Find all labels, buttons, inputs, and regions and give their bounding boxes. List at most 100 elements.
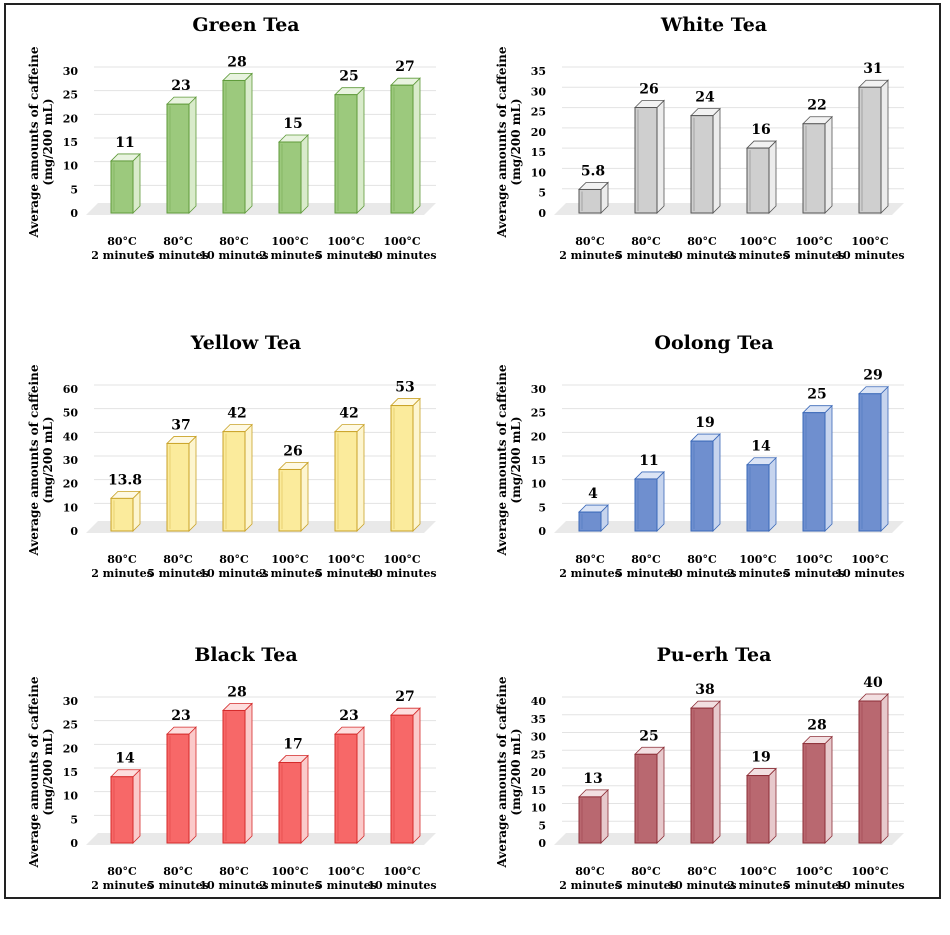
data-label: 31 (863, 61, 882, 77)
data-label: 26 (283, 443, 302, 459)
data-label: 24 (695, 90, 715, 106)
data-label: 29 (863, 368, 882, 384)
y-tick-label: 5 (538, 501, 546, 514)
panel-white-tea: White Tea Average amounts of caffeine(mg/… (474, 5, 939, 305)
x-tick-label-time: 10 minutes (835, 567, 904, 580)
bar-6 (390, 77, 421, 214)
chart-title: Oolong Tea (654, 332, 773, 354)
chart-title: Pu-erh Tea (657, 644, 772, 666)
bar-5 (334, 86, 365, 214)
y-tick-label: 5 (538, 819, 546, 832)
panel-green-tea: Green Tea Average amounts of caffeine(mg/… (6, 5, 471, 305)
bar-3 (690, 107, 721, 214)
x-tick-label-temperature: 80°C (631, 553, 661, 566)
figure-frame: Green Tea Average amounts of caffeine(mg/… (4, 3, 941, 899)
x-tick-label-temperature: 80°C (631, 865, 661, 878)
bar-1 (110, 490, 141, 532)
y-tick-label: 10 (531, 802, 547, 815)
x-tick-label-time: 2 minutes (559, 879, 621, 892)
x-tick-label-temperature: 80°C (687, 553, 717, 566)
x-tick-label-time: 5 minutes (147, 567, 209, 580)
bar-2 (166, 96, 197, 214)
chart-svg-yellow-tea: Yellow Tea Average amounts of caffeine(mg… (27, 332, 437, 580)
data-label: 28 (227, 54, 246, 70)
data-label: 14 (751, 439, 771, 455)
y-tick-label: 0 (538, 207, 546, 220)
x-tick-label-temperature: 80°C (219, 553, 249, 566)
y-tick-label: 20 (63, 112, 79, 125)
x-tick-label-time: 5 minutes (147, 879, 209, 892)
data-label: 19 (751, 750, 770, 766)
y-tick-label: 25 (531, 748, 546, 761)
y-tick-label: 20 (63, 742, 79, 755)
x-tick-label-temperature: 100°C (739, 235, 776, 248)
y-tick-label: 30 (531, 85, 547, 98)
y-tick-label: 15 (531, 146, 546, 159)
x-tick-label-temperature: 80°C (687, 235, 717, 248)
bar-4 (278, 461, 309, 532)
data-label: 11 (639, 453, 658, 469)
bar-5 (334, 423, 365, 532)
chart-svg-oolong-tea: Oolong Tea Average amounts of caffeine(mg… (495, 332, 905, 580)
data-label: 13 (583, 771, 602, 787)
bar-1 (578, 788, 609, 844)
y-tick-label: 20 (531, 766, 547, 779)
x-tick-label-time: 2 minutes (259, 567, 321, 580)
x-tick-label-temperature: 80°C (163, 235, 193, 248)
bar-6 (858, 693, 889, 844)
bar-3 (222, 72, 253, 214)
data-label: 25 (807, 387, 826, 403)
x-tick-label-time: 5 minutes (615, 249, 677, 262)
x-tick-label-temperature: 100°C (851, 865, 888, 878)
bar-5 (802, 735, 833, 844)
bar-4 (746, 456, 777, 532)
data-label: 23 (339, 708, 358, 724)
panel-yellow-tea: Yellow Tea Average amounts of caffeine(mg… (6, 323, 471, 623)
x-tick-label-temperature: 80°C (163, 865, 193, 878)
y-tick-label: 20 (531, 430, 547, 443)
data-label: 4 (588, 486, 598, 502)
bar-6 (390, 397, 421, 532)
y-tick-label: 0 (70, 525, 78, 538)
x-tick-label-temperature: 80°C (687, 865, 717, 878)
bar-5 (334, 726, 365, 844)
x-tick-label-time: 2 minutes (91, 249, 153, 262)
bar-1 (578, 504, 609, 532)
x-tick-label-temperature: 100°C (739, 865, 776, 878)
bar-5 (802, 115, 833, 214)
bar-2 (634, 470, 665, 532)
x-tick-label-temperature: 80°C (107, 235, 137, 248)
y-tick-label: 30 (63, 454, 79, 467)
bar-4 (746, 767, 777, 844)
x-tick-label-time: 5 minutes (147, 249, 209, 262)
data-label: 23 (171, 708, 190, 724)
y-tick-label: 60 (63, 383, 79, 396)
x-tick-label-time: 10 minutes (835, 879, 904, 892)
y-tick-label: 15 (531, 784, 546, 797)
y-tick-label: 5 (70, 183, 78, 196)
bar-6 (858, 385, 889, 532)
x-tick-label-temperature: 100°C (795, 235, 832, 248)
y-tick-label: 40 (531, 695, 547, 708)
bar-1 (578, 181, 609, 214)
data-label: 40 (863, 675, 883, 691)
chart-title: Green Tea (192, 14, 299, 36)
data-label: 23 (171, 78, 190, 94)
x-tick-label-time: 2 minutes (727, 879, 789, 892)
bar-2 (634, 99, 665, 214)
y-tick-label: 30 (531, 731, 547, 744)
bar-3 (690, 700, 721, 844)
bar-6 (390, 707, 421, 844)
x-tick-label-temperature: 80°C (575, 865, 605, 878)
x-tick-label-time: 10 minutes (667, 249, 736, 262)
x-tick-label-time: 5 minutes (315, 567, 377, 580)
bar-2 (166, 435, 197, 532)
y-tick-label: 25 (63, 89, 78, 102)
data-label: 13.8 (108, 472, 142, 488)
bar-1 (110, 152, 141, 214)
x-tick-label-temperature: 80°C (575, 235, 605, 248)
y-tick-label: 25 (63, 719, 78, 732)
y-tick-label: 0 (538, 837, 546, 850)
x-tick-label-time: 2 minutes (727, 249, 789, 262)
x-tick-label-temperature: 80°C (575, 553, 605, 566)
